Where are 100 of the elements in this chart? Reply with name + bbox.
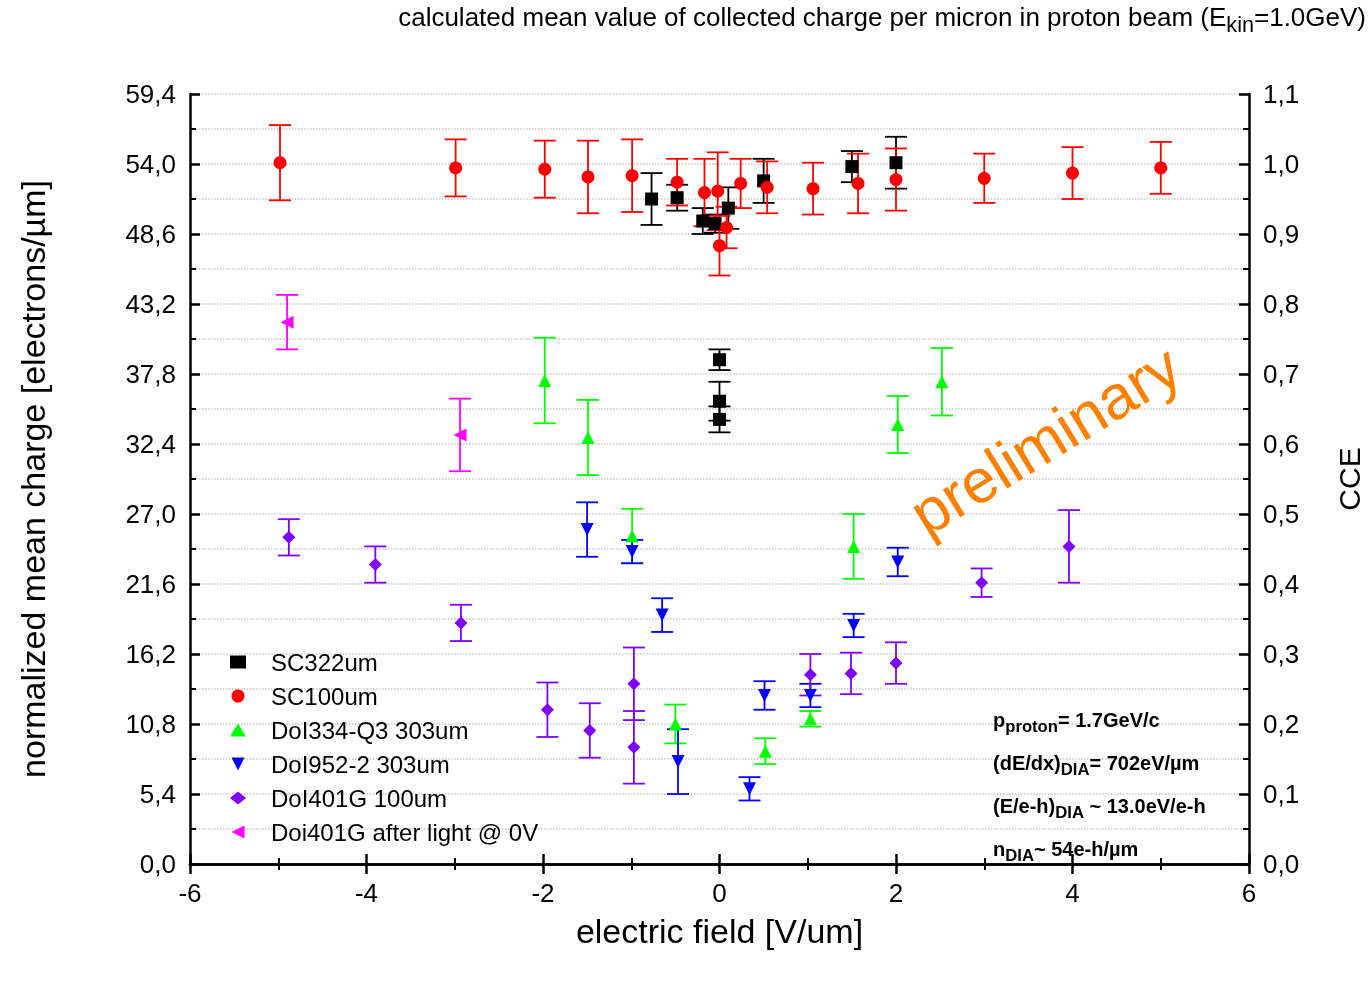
point <box>889 156 903 170</box>
point <box>845 160 859 174</box>
point <box>713 394 726 408</box>
legend-label: DoI952-2 303um <box>271 750 450 778</box>
y-tick-label: 16,2 <box>125 639 176 669</box>
y2-tick-label: 0,2 <box>1263 709 1300 739</box>
point <box>803 712 817 726</box>
point <box>977 171 991 185</box>
y2-tick-label: 0,0 <box>1263 849 1300 879</box>
point <box>720 221 734 235</box>
point <box>627 740 641 754</box>
point <box>368 558 382 572</box>
point <box>713 412 726 426</box>
point <box>743 782 757 796</box>
y2-tick-label: 0,4 <box>1263 569 1300 599</box>
point <box>847 618 861 632</box>
point <box>538 162 552 176</box>
point <box>760 180 774 194</box>
annotation: (E/e-h)$_{DIA}$ ~ 13.0eV/e-h <box>993 794 1206 824</box>
point <box>538 373 552 387</box>
annotation: (dE/dx)$_{DIA}$= 702eV/µm <box>993 751 1201 781</box>
x-tick-label: -4 <box>354 878 379 908</box>
legend-label: Doi401G after light @ 0V <box>271 818 539 846</box>
y-tick-label: 48,6 <box>125 219 176 249</box>
point <box>668 717 682 731</box>
legend-label: SC322um <box>271 648 378 676</box>
point <box>891 418 905 432</box>
y-axis-title: normalized mean charge [electrons/µm] <box>14 180 52 778</box>
point <box>280 315 294 329</box>
x-tick-label: 2 <box>888 878 904 908</box>
annotation: p$_{proton}$= 1.7GeV/c <box>993 708 1161 738</box>
y2-tick-label: 0,3 <box>1263 639 1300 669</box>
chart-title: calculated mean value of collected charge per micron in proton beam (E$_{kin}$=1.0GeV) <box>397 2 1367 39</box>
legend-label: SC100um <box>271 682 378 710</box>
point <box>975 576 989 590</box>
point <box>891 555 905 569</box>
y2-tick-label: 1,0 <box>1263 149 1300 179</box>
point <box>454 616 468 630</box>
point <box>1066 166 1079 180</box>
point <box>581 170 595 184</box>
point <box>758 688 772 702</box>
point <box>803 688 817 702</box>
y-tick-label: 59,4 <box>125 79 176 109</box>
y-tick-label: 27,0 <box>125 499 176 529</box>
annotation: n$_{DIA}$~ 54e-h/µm <box>993 837 1140 867</box>
point <box>698 186 711 200</box>
y-tick-label: 37,8 <box>125 359 176 389</box>
point <box>844 666 858 680</box>
point <box>580 523 594 537</box>
point <box>721 201 735 215</box>
point <box>670 175 684 189</box>
point <box>1154 161 1168 175</box>
point <box>625 545 639 559</box>
y2-tick-label: 0,8 <box>1263 289 1300 319</box>
x-tick-label: -6 <box>178 878 202 908</box>
point <box>655 608 669 622</box>
y-tick-label: 10,8 <box>125 709 176 739</box>
point <box>583 723 597 737</box>
point <box>273 156 287 170</box>
point <box>696 214 710 228</box>
y2-tick-label: 0,1 <box>1263 779 1300 809</box>
point <box>851 176 865 190</box>
legend-label: DoI334-Q3 303um <box>271 716 469 744</box>
x-tick-label: 6 <box>1241 878 1257 908</box>
point <box>671 755 685 769</box>
y2-tick-label: 0,7 <box>1263 359 1300 389</box>
point <box>282 530 296 544</box>
point <box>713 239 726 253</box>
point <box>453 428 467 442</box>
point <box>889 173 903 187</box>
point <box>758 744 772 758</box>
y2-tick-label: 0,9 <box>1263 219 1300 249</box>
point <box>806 182 820 196</box>
x-tick-label: 4 <box>1065 878 1080 908</box>
y2-tick-label: 1,1 <box>1263 79 1300 109</box>
point <box>847 539 861 553</box>
point <box>627 677 641 691</box>
y-tick-label: 32,4 <box>125 429 176 459</box>
y-tick-label: 0,0 <box>139 849 176 879</box>
point <box>625 529 639 543</box>
y-tick-label: 21,6 <box>125 569 176 599</box>
point <box>803 668 817 682</box>
y2-tick-label: 0,6 <box>1263 429 1300 459</box>
point <box>711 184 725 198</box>
x-tick-label: -2 <box>531 878 555 908</box>
point <box>734 176 748 190</box>
point <box>713 353 726 367</box>
y-tick-label: 43,2 <box>125 289 176 319</box>
point <box>645 192 659 206</box>
legend-label: DoI401G 100um <box>271 784 448 812</box>
y-tick-label: 54,0 <box>125 149 176 179</box>
point <box>625 169 639 183</box>
point <box>889 656 903 670</box>
point <box>581 431 595 445</box>
y2-tick-label: 0,5 <box>1263 499 1300 529</box>
y2-axis-title: CCE <box>1332 447 1366 511</box>
point <box>540 703 554 717</box>
point <box>449 161 463 175</box>
x-axis-title: electric field [V/um] <box>575 912 864 950</box>
y-tick-label: 5,4 <box>139 779 176 809</box>
